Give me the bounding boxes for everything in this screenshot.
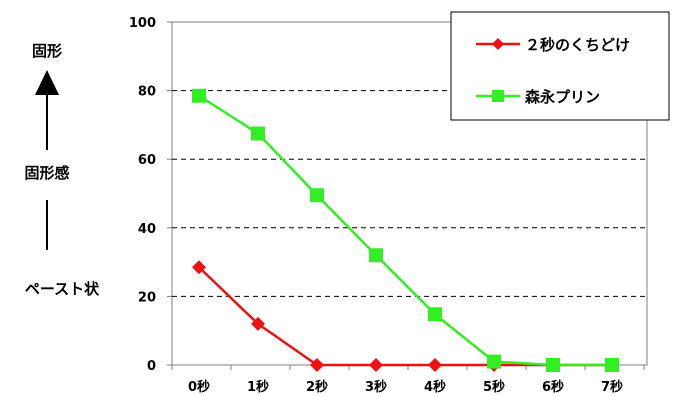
x-tick-label-2: 2秒 xyxy=(306,379,328,395)
series-1-point-7 xyxy=(605,358,619,372)
y-tick-label-1: 20 xyxy=(138,290,156,305)
y-tick-label-2: 40 xyxy=(138,222,156,237)
series-1-point-5 xyxy=(487,354,501,369)
legend-label-0: ２秒のくちどけ xyxy=(525,36,630,54)
legend-marker-0-icon xyxy=(492,38,504,50)
series-1-point-6 xyxy=(546,358,560,372)
legend: ２秒のくちどけ 森永プリン xyxy=(450,11,670,121)
side-label-bottom: ペースト状 xyxy=(25,280,100,298)
x-tick-label-1: 1秒 xyxy=(247,379,269,395)
series-0-point-3 xyxy=(369,358,383,372)
legend-marker-1-icon xyxy=(492,90,504,102)
series-0-point-2 xyxy=(310,358,324,372)
legend-box xyxy=(450,11,670,121)
y-tick-label-5: 100 xyxy=(129,16,156,31)
series-1-point-2 xyxy=(310,188,324,203)
series-line-1 xyxy=(198,94,612,367)
y-tick-label-4: 80 xyxy=(138,85,156,100)
up-arrow-icon xyxy=(35,70,59,95)
x-tick-label-5: 5秒 xyxy=(483,379,505,395)
legend-label-1: 森永プリン xyxy=(525,88,600,106)
x-tick-label-4: 4秒 xyxy=(424,379,446,395)
y-tick-label-3: 60 xyxy=(138,153,156,168)
side-label-top: 固形 xyxy=(32,42,62,60)
series-0-point-1 xyxy=(251,316,265,331)
series-1-point-0 xyxy=(192,88,206,103)
x-tick-label-6: 6秒 xyxy=(542,379,564,395)
series-1-point-3 xyxy=(369,248,383,263)
series-1-point-4 xyxy=(428,307,442,322)
series-1-point-1 xyxy=(251,126,265,141)
x-tick-label-0: 0秒 xyxy=(188,379,210,395)
y-tick-label-0: 0 xyxy=(147,359,156,374)
series-0-point-0 xyxy=(192,260,206,275)
x-tick-label-3: 3秒 xyxy=(365,379,387,395)
series-0-point-4 xyxy=(428,358,442,372)
side-label-middle: 固形感 xyxy=(24,164,69,182)
x-tick-label-7: 7秒 xyxy=(601,379,623,395)
